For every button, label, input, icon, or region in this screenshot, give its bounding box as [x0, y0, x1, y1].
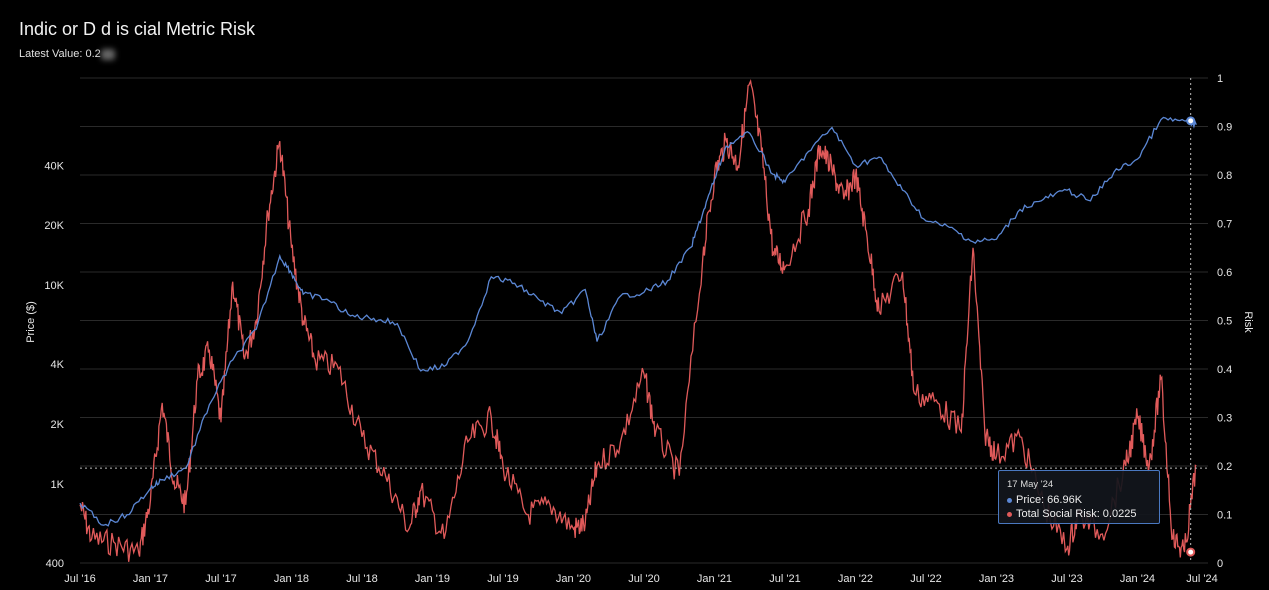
x-tick-9: Jan '21 [697, 573, 732, 585]
left-tick-6: 40K [44, 160, 64, 172]
right-tick-0: 0 [1217, 558, 1223, 570]
right-tick-8: 0.8 [1217, 170, 1232, 182]
right-tick-6: 0.6 [1217, 267, 1232, 279]
x-tick-3: Jan '18 [274, 573, 309, 585]
x-tick-0: Jul '16 [64, 573, 95, 585]
x-tick-15: Jan '24 [1120, 573, 1155, 585]
redacted-value [100, 48, 115, 60]
x-tick-6: Jul '19 [487, 573, 518, 585]
chart-title: Indic or D d is cial Metric Risk [19, 19, 256, 39]
right-axis-ticks: 0 0.1 0.2 0.3 0.4 0.5 0.6 0.7 0.8 0.9 1 [1217, 73, 1232, 570]
x-axis-ticks: Jul '16 Jan '17 Jul '17 Jan '18 Jul '18 Jan '… [64, 573, 1217, 585]
tooltip-price: Price: 66.96K [1016, 494, 1083, 506]
hover-tooltip: 17 May '24 Price: 66.96K Total Social Ri… [998, 470, 1160, 524]
x-tick-4: Jul '18 [346, 573, 377, 585]
left-axis-title: Price ($) [25, 301, 37, 343]
risk-legend-dot [1007, 511, 1012, 517]
x-tick-1: Jan '17 [133, 573, 168, 585]
price-hover-marker [1186, 116, 1196, 126]
left-tick-2: 2K [51, 419, 65, 431]
x-tick-12: Jul '22 [910, 573, 941, 585]
right-tick-10: 1 [1217, 73, 1223, 85]
x-tick-8: Jul '20 [628, 573, 659, 585]
right-tick-7: 0.7 [1217, 219, 1232, 231]
price-legend-dot [1007, 497, 1012, 503]
x-tick-16: Jul '24 [1186, 573, 1217, 585]
x-tick-11: Jan '22 [838, 573, 873, 585]
x-tick-10: Jul '21 [769, 573, 800, 585]
latest-value-label: Latest Value: 0.2 [19, 48, 115, 60]
left-tick-5: 20K [44, 220, 64, 232]
tooltip-risk: Total Social Risk: 0.0225 [1016, 508, 1137, 520]
left-tick-1: 1K [51, 479, 65, 491]
right-tick-1: 0.1 [1217, 510, 1232, 522]
right-tick-5: 0.5 [1217, 316, 1232, 328]
left-tick-4: 10K [44, 280, 64, 292]
left-tick-0: 400 [46, 558, 64, 570]
x-tick-5: Jan '19 [415, 573, 450, 585]
right-axis-title: Risk [1242, 311, 1254, 333]
right-tick-2: 0.2 [1217, 461, 1232, 473]
latest-value-text: Latest Value: 0.2 [19, 48, 101, 60]
x-tick-7: Jan '20 [556, 573, 591, 585]
tooltip-date: 17 May '24 [1007, 479, 1054, 490]
x-tick-14: Jul '23 [1051, 573, 1082, 585]
x-tick-13: Jan '23 [979, 573, 1014, 585]
x-tick-2: Jul '17 [205, 573, 236, 585]
right-tick-9: 0.9 [1217, 122, 1232, 134]
price-series-line [79, 116, 1197, 527]
risk-series-line [79, 79, 1197, 562]
left-axis-ticks: 400 1K 2K 4K 10K 20K 40K [44, 160, 64, 570]
right-tick-3: 0.3 [1217, 413, 1232, 425]
tooltip-risk-row: Total Social Risk: 0.0225 [1007, 507, 1151, 521]
right-tick-4: 0.4 [1217, 364, 1232, 376]
tooltip-price-row: Price: 66.96K [1007, 493, 1151, 507]
left-tick-3: 4K [51, 359, 65, 371]
risk-hover-marker [1186, 547, 1196, 557]
